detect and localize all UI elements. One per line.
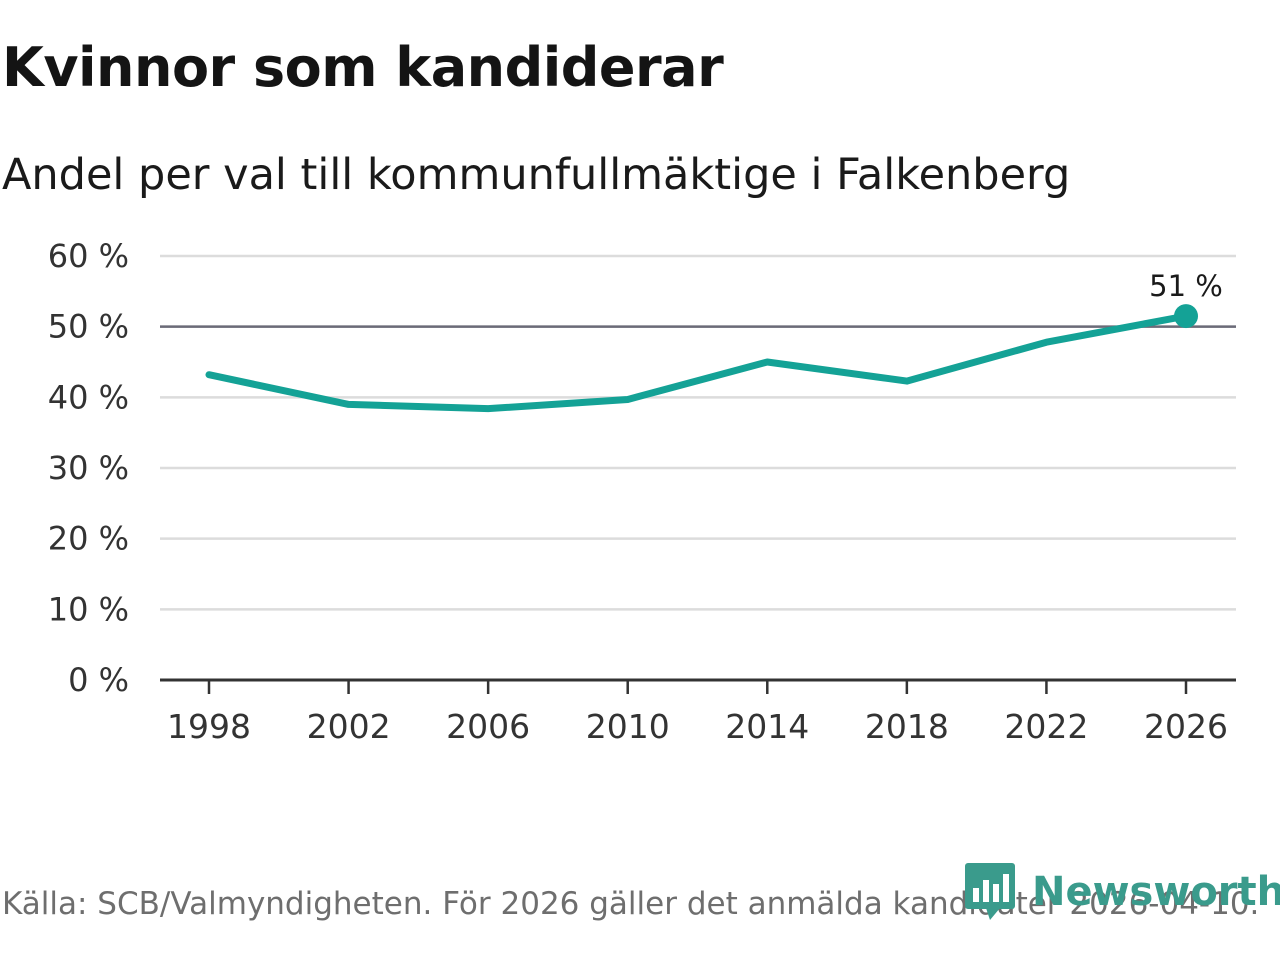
y-tick-label: 60 % — [48, 237, 129, 275]
x-tick-label: 1998 — [167, 707, 251, 746]
last-point-marker — [1174, 304, 1198, 329]
x-tick-label: 2018 — [865, 707, 949, 746]
x-tick-label: 2010 — [586, 707, 670, 746]
x-axis: 1998 2002 2006 2010 2014 2018 2022 2026 — [160, 678, 1236, 746]
newsworthy-logo-icon — [965, 863, 1015, 920]
y-tick-label: 20 % — [48, 520, 129, 558]
y-tick-label: 40 % — [48, 378, 129, 416]
gridlines — [160, 254, 1236, 611]
chart-subtitle: Andel per val till kommunfullmäktige i F… — [2, 150, 1071, 200]
series-line-0 — [205, 312, 1190, 413]
y-tick-label: 30 % — [48, 449, 129, 487]
annotations: 51 % — [1149, 269, 1223, 303]
brand-name: Newsworthy — [1032, 869, 1280, 915]
y-tick-label: 50 % — [48, 308, 129, 346]
x-tick-label: 2014 — [725, 707, 809, 746]
source-note: Källa: SCB/Valmyndigheten. För 2026 gäll… — [2, 886, 1260, 922]
y-axis-labels: 0 % 10 % 20 % 30 % 40 % 50 % 60 % — [48, 237, 129, 699]
x-tick-label: 2006 — [446, 707, 530, 746]
series-group — [205, 304, 1198, 413]
data-label-last: 51 % — [1149, 269, 1223, 303]
x-tick-label: 2002 — [307, 707, 391, 746]
chart-title: Kvinnor som kandiderar — [2, 36, 724, 99]
y-tick-label: 10 % — [48, 590, 129, 628]
y-tick-label: 0 % — [68, 661, 129, 699]
x-tick-label: 2022 — [1004, 707, 1088, 746]
x-tick-label: 2026 — [1144, 707, 1228, 746]
newsworthy-logo[interactable]: Newsworthy — [964, 862, 1280, 922]
